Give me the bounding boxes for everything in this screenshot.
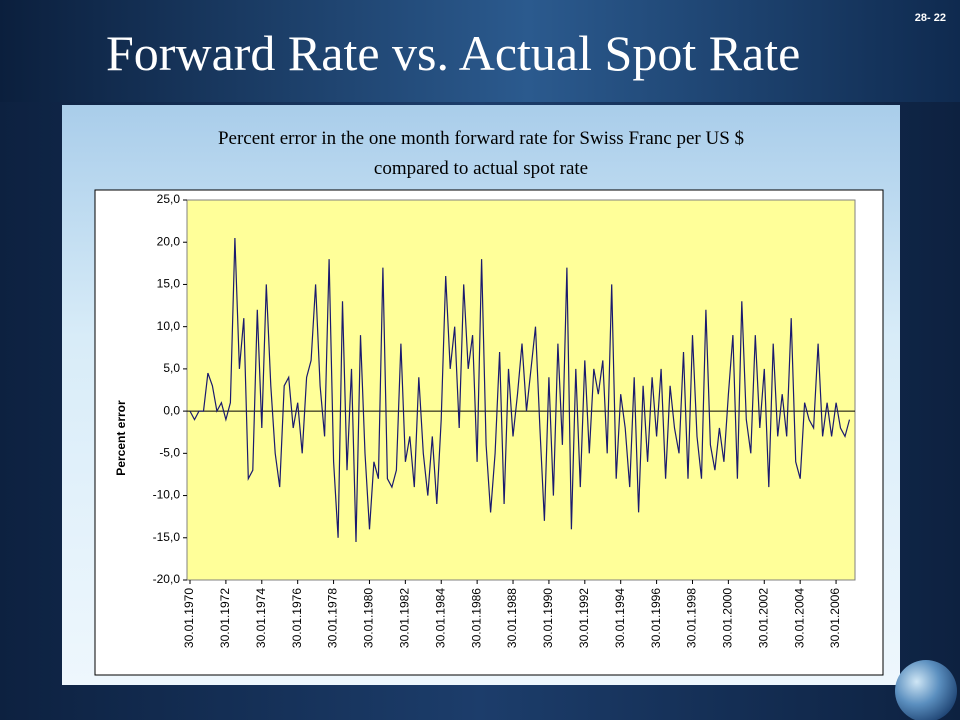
chart-subtitle: Percent error in the one month forward r…: [217, 128, 745, 149]
y-tick-label: 10,0: [157, 319, 181, 333]
y-tick-label: 0,0: [163, 403, 180, 417]
x-tick-label: 30.01.1970: [182, 588, 196, 648]
x-tick-label: 30.01.1974: [254, 588, 268, 648]
page-number: 28- 22: [914, 12, 946, 24]
y-tick-label: -5,0: [159, 446, 180, 460]
x-tick-label: 30.01.1978: [326, 588, 340, 648]
x-tick-label: 30.01.1996: [649, 588, 663, 648]
x-tick-label: 30.01.1992: [577, 588, 591, 648]
x-tick-label: 30.01.1988: [505, 588, 519, 648]
y-tick-label: 15,0: [157, 277, 181, 291]
y-tick-label: 25,0: [157, 192, 181, 206]
x-tick-label: 30.01.1982: [398, 588, 412, 648]
title-bar: [0, 0, 960, 102]
y-axis-title: Percent error: [114, 400, 128, 476]
x-tick-label: 30.01.1986: [469, 588, 483, 648]
slide-title: Forward Rate vs. Actual Spot Rate: [106, 25, 801, 81]
x-tick-label: 30.01.1990: [541, 588, 555, 648]
y-tick-label: 5,0: [163, 361, 180, 375]
y-tick-label: -15,0: [153, 530, 181, 544]
plot-area: [186, 199, 856, 581]
y-tick-label: -20,0: [153, 572, 181, 586]
chart-subtitle: compared to actual spot rate: [373, 158, 589, 179]
x-tick-label: 30.01.2004: [792, 588, 806, 648]
x-tick-label: 30.01.1994: [613, 588, 627, 648]
y-tick-label: -10,0: [153, 488, 181, 502]
x-tick-label: 30.01.1998: [685, 588, 699, 648]
x-tick-label: 30.01.2006: [828, 588, 842, 648]
x-tick-label: 30.01.2000: [721, 588, 735, 648]
globe-icon: [895, 660, 957, 720]
y-tick-label: 20,0: [157, 234, 181, 248]
x-tick-label: 30.01.2002: [756, 588, 770, 648]
x-tick-label: 30.01.1976: [290, 588, 304, 648]
x-tick-label: 30.01.1972: [218, 588, 232, 648]
x-tick-label: 30.01.1980: [362, 588, 376, 648]
data-line: [189, 237, 851, 543]
x-tick-label: 30.01.1984: [433, 588, 447, 648]
